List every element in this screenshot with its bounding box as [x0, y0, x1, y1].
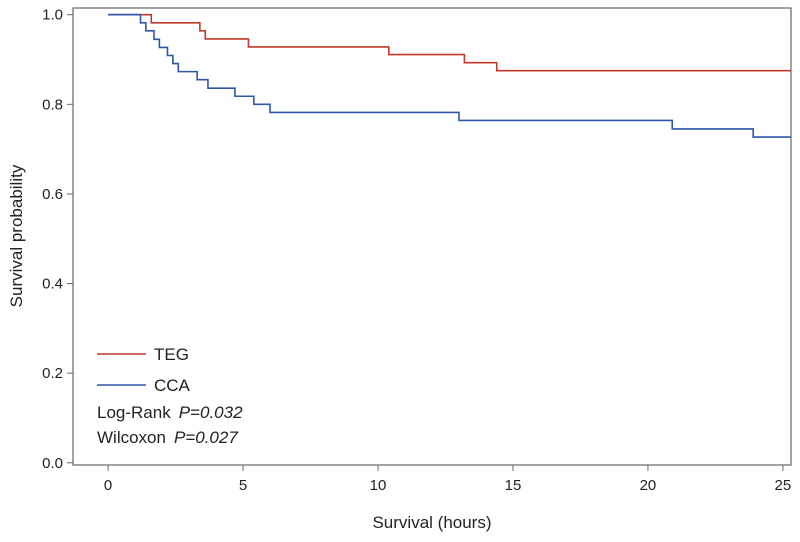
x-tick-label: 20	[640, 477, 657, 494]
x-tick-label: 5	[239, 477, 247, 494]
wilcoxon-pvalue: P=0.027	[174, 428, 238, 447]
log-rank-pvalue: P=0.032	[179, 403, 243, 422]
x-axis-title: Survival (hours)	[372, 513, 491, 532]
stats-annotations: Log-Rank P=0.032 Wilcoxon P=0.027	[97, 403, 243, 447]
series-line-teg	[108, 13, 791, 72]
y-tick-label: 0.0	[42, 455, 63, 472]
x-tick-label: 15	[505, 477, 522, 494]
log-rank-annotation: Log-Rank P=0.032	[97, 403, 243, 422]
legend-label-teg: TEG	[154, 345, 189, 364]
y-tick-label: 1.0	[42, 7, 63, 24]
wilcoxon-label: Wilcoxon	[97, 428, 166, 447]
log-rank-label: Log-Rank	[97, 403, 171, 422]
x-tick-label: 10	[370, 477, 387, 494]
series-line-cca	[108, 13, 791, 138]
x-axis: 0 5 10 15 20 25	[104, 465, 791, 494]
plot-frame	[72, 7, 792, 466]
series-layer	[108, 13, 791, 138]
x-tick-label: 0	[104, 477, 112, 494]
y-axis: 0.0 0.2 0.4 0.6 0.8 1.0	[42, 7, 73, 472]
y-tick-label: 0.2	[42, 365, 63, 382]
y-axis-title: Survival probability	[7, 164, 26, 307]
legend-label-cca: CCA	[154, 376, 191, 395]
wilcoxon-annotation: Wilcoxon P=0.027	[97, 428, 238, 447]
y-tick-label: 0.6	[42, 186, 63, 203]
y-tick-label: 0.8	[42, 96, 63, 113]
legend: TEG CCA	[97, 345, 191, 395]
x-tick-label: 25	[775, 477, 792, 494]
y-tick-label: 0.4	[42, 276, 63, 293]
